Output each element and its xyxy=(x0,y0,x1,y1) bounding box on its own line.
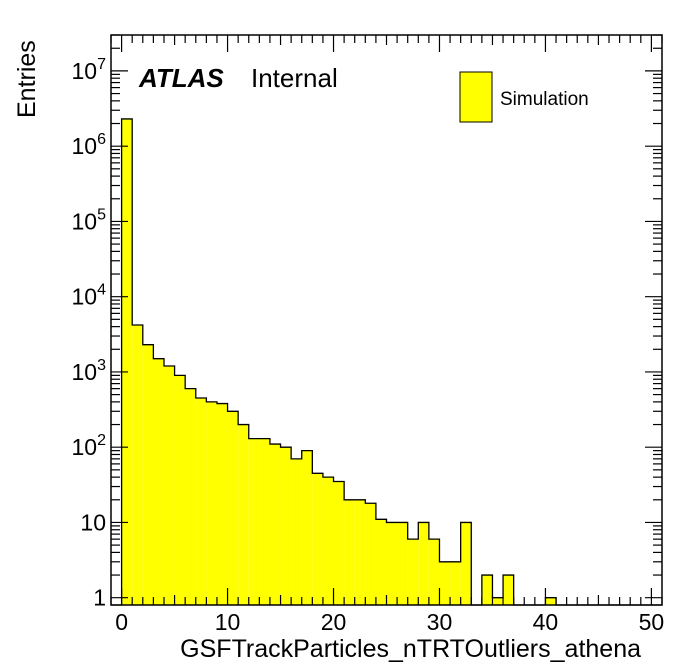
x-tick-label: 30 xyxy=(427,609,453,635)
y-axis-title: Entries xyxy=(13,40,41,118)
histogram-bar xyxy=(439,561,451,605)
y-tick-label: 106 xyxy=(72,131,107,159)
histogram-bar xyxy=(206,401,217,605)
histogram-bar xyxy=(259,438,270,605)
x-tick-label: 20 xyxy=(321,609,347,635)
y-tick-labels: 1 10 102 103 104 105 106 107 xyxy=(72,56,107,611)
histogram-bar xyxy=(195,398,207,605)
histogram-bar xyxy=(450,561,461,605)
histogram-bar xyxy=(163,365,175,605)
legend-swatch xyxy=(459,71,493,123)
histogram-bar xyxy=(312,473,323,605)
x-tick-label: 0 xyxy=(115,609,128,635)
histogram-bar xyxy=(333,481,345,605)
histogram-bar xyxy=(216,403,228,605)
histogram-bar xyxy=(397,522,408,605)
histogram-bar xyxy=(428,539,440,605)
histogram-bar xyxy=(322,477,334,605)
histogram-bar xyxy=(418,522,429,605)
histogram-bar xyxy=(280,447,292,605)
histogram-bar xyxy=(291,458,302,605)
x-tick-label: 40 xyxy=(533,609,559,635)
x-tick-label: 10 xyxy=(215,609,241,635)
histogram-bar xyxy=(503,575,514,605)
histogram-bar xyxy=(386,522,398,605)
y-tick-label: 105 xyxy=(72,206,107,234)
histogram-bar xyxy=(121,118,133,605)
histogram-bar xyxy=(142,344,154,605)
histogram-bar xyxy=(375,519,387,605)
histogram-bar xyxy=(344,499,355,605)
x-axis-title: GSFTrackParticles_nTRTOutliers_athena xyxy=(180,635,641,663)
histogram-bar xyxy=(227,411,239,605)
histogram-bar xyxy=(248,438,260,605)
histogram-bar xyxy=(174,375,186,605)
y-tick-label: 10 xyxy=(80,509,106,535)
y-tick-label: 1 xyxy=(93,585,106,611)
x-tick-labels: 0 10 20 30 40 50 xyxy=(115,609,664,635)
x-tick-label: 50 xyxy=(639,609,665,635)
axis-ticks xyxy=(110,34,663,605)
histogram-bar xyxy=(132,325,143,605)
histogram-bar xyxy=(301,450,313,605)
histogram-bar xyxy=(407,539,419,605)
histogram-bar xyxy=(185,388,196,605)
y-tick-label: 103 xyxy=(72,357,107,385)
atlas-internal-label: Internal xyxy=(251,63,338,93)
y-tick-label: 104 xyxy=(72,282,107,310)
y-tick-label: 102 xyxy=(72,432,107,460)
histogram-bars xyxy=(121,118,557,605)
atlas-label: ATLAS xyxy=(138,63,224,93)
legend-label: Simulation xyxy=(500,89,589,110)
histogram-bar xyxy=(269,444,281,605)
histogram-bar xyxy=(460,522,472,605)
histogram-bar xyxy=(492,597,504,605)
histogram-bar xyxy=(365,503,376,605)
histogram-bar xyxy=(153,358,164,605)
histogram-bar xyxy=(354,499,366,605)
histogram-bar xyxy=(545,597,557,605)
y-tick-label: 107 xyxy=(72,56,107,84)
histogram-bar xyxy=(481,575,493,605)
histogram-bar xyxy=(238,424,249,605)
